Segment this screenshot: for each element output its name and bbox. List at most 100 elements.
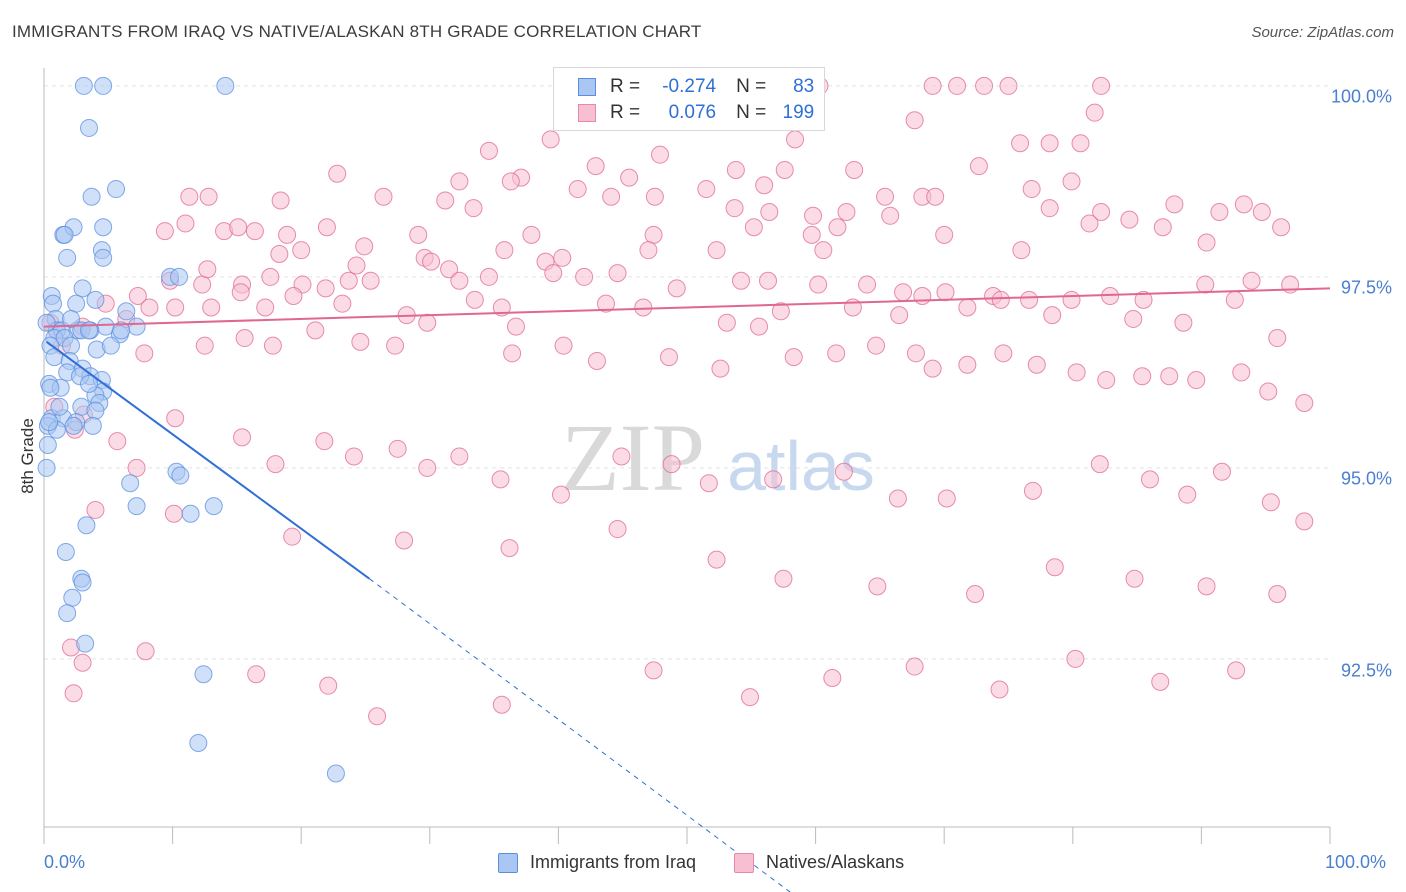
data-point-natives [587, 351, 606, 370]
data-point-natives [1178, 485, 1197, 504]
data-point-natives [86, 500, 105, 519]
data-point-natives [263, 336, 282, 355]
data-point-iraq [86, 401, 105, 420]
data-point-natives [802, 225, 821, 244]
data-point-natives [1092, 76, 1111, 95]
watermark: ZIP atlas [561, 404, 875, 511]
legend-r-value-iraq: -0.274 [662, 76, 717, 97]
data-point-natives [229, 218, 248, 237]
data-point-natives [136, 642, 155, 661]
data-point-natives [1261, 493, 1280, 512]
y-tick-label-97-5: 97.5% [1340, 277, 1392, 298]
data-point-iraq [44, 294, 63, 313]
data-point-natives [975, 76, 994, 95]
legend-swatch-natives [734, 852, 755, 873]
legend-r-label: R = [610, 76, 641, 97]
data-point-natives [1067, 363, 1086, 382]
data-point-natives [634, 298, 653, 317]
data-point-natives [199, 187, 218, 206]
data-point-natives [193, 275, 212, 294]
data-point-iraq [117, 302, 136, 321]
data-point-natives [1234, 195, 1253, 214]
data-point-natives [828, 218, 847, 237]
trend-line-natives [43, 287, 1331, 328]
data-point-natives [551, 485, 570, 504]
legend-label-iraq: Immigrants from Iraq [530, 852, 697, 872]
data-point-natives [612, 447, 631, 466]
data-point-natives [958, 355, 977, 374]
x-tick-label-max: 100.0% [1325, 852, 1387, 872]
data-point-natives [890, 306, 909, 325]
legend-item-natives[interactable]: Natives/Alaskans [734, 852, 904, 873]
data-point-natives [422, 252, 441, 271]
data-point-natives [936, 283, 955, 302]
data-point-natives [827, 344, 846, 363]
data-point-natives [479, 267, 498, 286]
data-point-natives [834, 462, 853, 481]
data-point-natives [245, 222, 264, 241]
legend-item-iraq[interactable]: Immigrants from Iraq [498, 852, 696, 873]
data-point-natives [1197, 577, 1216, 596]
y-tick-label-100: 100.0% [1330, 86, 1392, 107]
data-point-natives [1160, 367, 1179, 386]
data-point-natives [644, 661, 663, 680]
data-point-iraq [83, 416, 102, 435]
legend-n-label: N = [736, 102, 767, 123]
data-point-natives [923, 359, 942, 378]
data-point-natives [317, 218, 336, 237]
data-point-natives [418, 313, 437, 332]
data-point-natives [786, 130, 805, 149]
data-point-natives [608, 520, 627, 539]
data-point-natives [1134, 290, 1153, 309]
data-point-natives [707, 550, 726, 569]
data-point-natives [386, 336, 405, 355]
data-point-natives [717, 313, 736, 332]
data-point-natives [1045, 558, 1064, 577]
data-point-iraq [73, 279, 92, 298]
data-point-natives [726, 160, 745, 179]
data-point-natives [261, 267, 280, 286]
x-tick-label-min: 0.0% [44, 852, 86, 872]
data-point-natives [283, 527, 302, 546]
data-point-natives [1027, 355, 1046, 374]
data-point-natives [355, 237, 374, 256]
data-point-iraq [80, 374, 99, 393]
data-point-iraq [73, 573, 92, 592]
data-point-natives [837, 202, 856, 221]
data-point-natives [697, 180, 716, 199]
data-point-natives [744, 218, 763, 237]
data-point-natives [620, 168, 639, 187]
data-point-iraq [50, 397, 69, 416]
legend-swatch-iraq [578, 78, 596, 96]
legend-row-iraq: R = -0.274 N = 83 [578, 74, 814, 100]
data-point-natives [440, 260, 459, 279]
data-point-natives [465, 290, 484, 309]
data-point-natives [270, 245, 289, 263]
data-point-natives [418, 458, 437, 477]
data-point-natives [775, 160, 794, 179]
data-point-natives [1071, 134, 1090, 153]
data-point-natives [108, 432, 127, 451]
series-natives-points [41, 76, 1314, 726]
data-point-natives [969, 157, 988, 176]
data-point-natives [1197, 233, 1216, 252]
data-point-natives [361, 271, 380, 290]
watermark-atlas: atlas [727, 427, 875, 505]
data-point-natives [450, 447, 469, 466]
data-point-natives [750, 317, 769, 336]
data-point-natives [645, 187, 664, 206]
data-point-natives [1092, 202, 1111, 221]
data-point-iraq [77, 516, 96, 535]
data-point-natives [231, 283, 250, 302]
data-point-natives [994, 344, 1013, 363]
data-point-natives [284, 287, 303, 306]
data-point-natives [881, 206, 900, 225]
source-label: Source: ZipAtlas.com [1251, 24, 1394, 41]
data-point-natives [479, 141, 498, 160]
data-point-natives [495, 241, 514, 260]
data-point-iraq [76, 634, 95, 653]
data-point-iraq [204, 497, 223, 516]
data-point-natives [1043, 306, 1062, 325]
data-point-natives [541, 130, 560, 149]
data-point-natives [804, 206, 823, 225]
